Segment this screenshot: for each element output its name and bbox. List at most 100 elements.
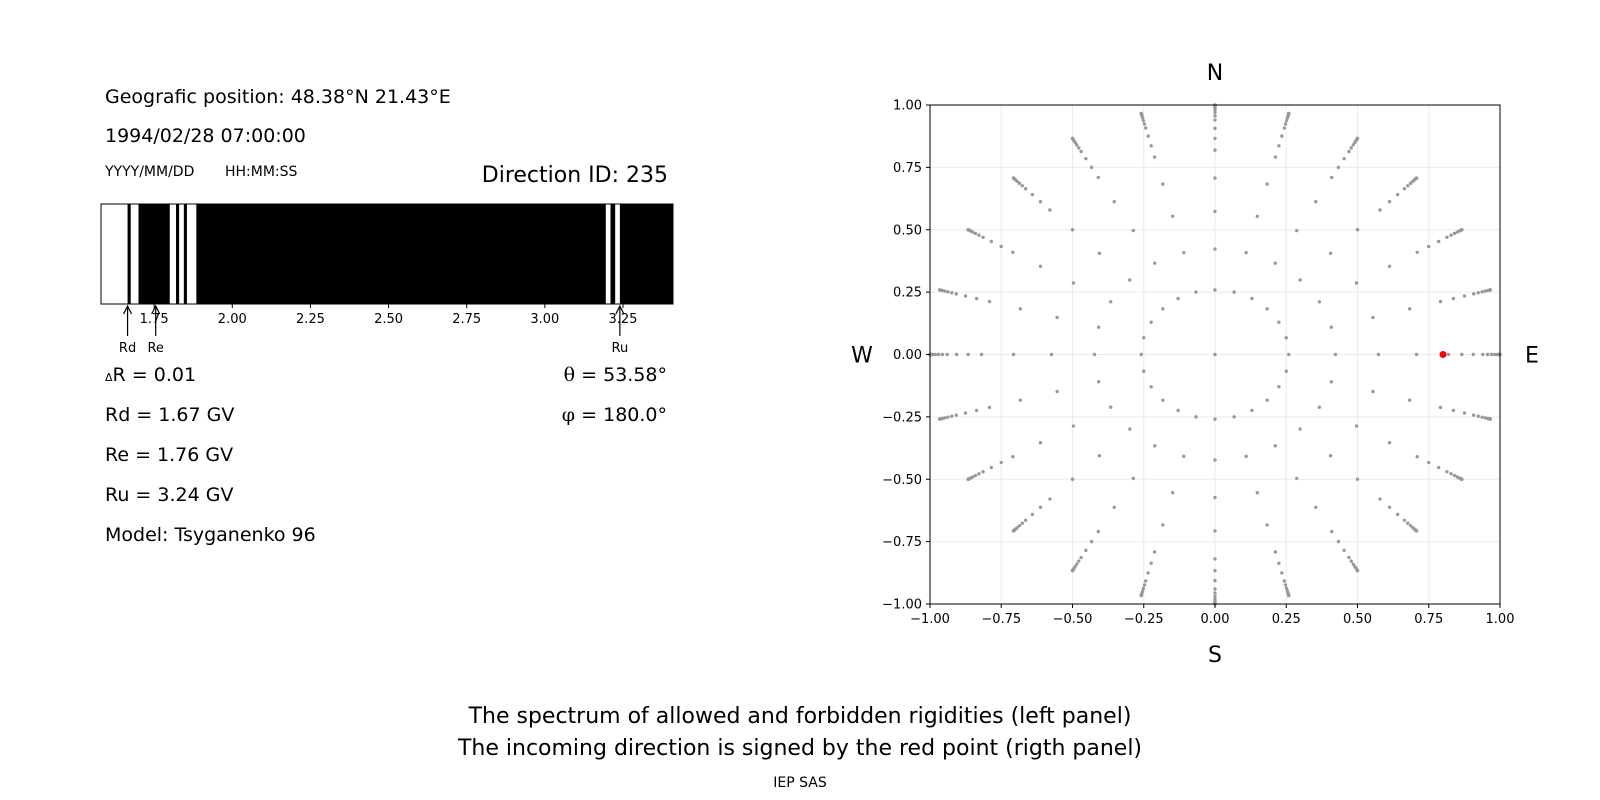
spectrum-allowed-band [179, 204, 184, 304]
map-point [1451, 296, 1456, 301]
map-point [1232, 415, 1236, 419]
rd-value: Rd = 1.67 GV [105, 404, 235, 426]
map-point [1084, 548, 1088, 553]
map-point [1265, 182, 1269, 186]
map-point [1213, 114, 1217, 118]
map-point [1071, 281, 1076, 285]
delta-symbol: Δ [105, 371, 113, 384]
map-point [1131, 476, 1135, 481]
map-point [1471, 413, 1476, 417]
map-point [1355, 568, 1360, 573]
caption-line-1: The spectrum of allowed and forbidden ri… [468, 704, 1132, 729]
map-point [1112, 200, 1116, 204]
map-point [1347, 149, 1351, 154]
map-point [1213, 529, 1217, 533]
map-point [1153, 261, 1157, 265]
map-point [1213, 247, 1217, 251]
model-name: Model: Tsyganenko 96 [105, 524, 316, 546]
map-point [1471, 352, 1475, 357]
spectrum-allowed-band [130, 204, 139, 304]
map-point [1298, 278, 1302, 282]
spectrum-allowed-band [615, 204, 620, 304]
map-point [1415, 454, 1419, 459]
map-point [1139, 111, 1143, 116]
map-point [1139, 352, 1143, 357]
map-point [1079, 149, 1083, 154]
map-point [1213, 495, 1217, 500]
map-point [1449, 472, 1453, 476]
map-point [1336, 539, 1341, 544]
map-point [1351, 143, 1355, 147]
map-point [1349, 146, 1353, 150]
map-point [1018, 307, 1023, 311]
map-point [1451, 408, 1456, 413]
map-point [950, 291, 954, 295]
map-point [1445, 470, 1449, 474]
map-point [954, 413, 959, 417]
delta-r-text: R = 0.01 [112, 364, 197, 386]
map-point [1213, 417, 1217, 421]
map-point [1460, 477, 1464, 481]
map-point [1395, 192, 1400, 197]
map-point [1462, 294, 1467, 298]
map-point [1213, 126, 1217, 131]
map-point [966, 477, 970, 481]
map-y-tick-label: −0.75 [882, 535, 922, 550]
map-point [1089, 539, 1094, 544]
map-point [1488, 288, 1492, 292]
spectrum-tick-label: 1.75 [140, 312, 169, 327]
map-point [1017, 181, 1022, 186]
map-point [1038, 441, 1043, 445]
map-point [1194, 415, 1198, 419]
map-point [938, 417, 942, 421]
map-point [1149, 144, 1153, 148]
map-point [1476, 414, 1480, 418]
map-point [1213, 209, 1217, 214]
map-point [1277, 320, 1281, 324]
map-point [973, 473, 978, 478]
map-point [1096, 175, 1100, 180]
datetime: 1994/02/28 07:00:00 [105, 125, 306, 147]
map-point [1142, 336, 1146, 340]
map-point [1415, 250, 1419, 255]
map-point [1387, 441, 1392, 445]
map-point [1194, 290, 1198, 294]
spectrum-tick-label: 3.25 [609, 312, 638, 327]
phi-value: φ = 180.0° [562, 406, 667, 425]
map-point [1295, 476, 1299, 481]
spectrum-frame [100, 203, 674, 305]
map-point [1018, 398, 1023, 402]
map-point [1017, 523, 1022, 528]
map-x-tick-label: −1.00 [910, 612, 950, 627]
map-point [1471, 292, 1476, 296]
map-highlight-point [1439, 351, 1447, 358]
map-point [1152, 155, 1157, 159]
map-point [1213, 352, 1217, 357]
map-point [1152, 550, 1157, 554]
spectrum-marker-arrowhead [615, 304, 625, 315]
map-point [1250, 408, 1254, 413]
map-point [974, 408, 979, 413]
map-point [1489, 352, 1494, 357]
map-point [1096, 380, 1101, 384]
theta-value: θ = 53.58° [564, 366, 667, 385]
spectrum-allowed-band [101, 204, 128, 304]
map-point [1075, 562, 1079, 566]
spectrum-tick-label: 2.75 [452, 312, 481, 327]
map-point [940, 352, 945, 357]
map-point [1485, 352, 1490, 357]
map-point [1406, 521, 1410, 525]
map-point [1084, 156, 1088, 161]
map-point [1387, 505, 1392, 509]
map-point [1402, 518, 1407, 522]
map-point [1049, 352, 1054, 357]
map-point [1408, 181, 1413, 186]
map-point [1317, 300, 1322, 304]
map-point [1149, 385, 1153, 389]
map-point [977, 472, 981, 476]
map-point [1048, 208, 1052, 212]
map-point [1336, 165, 1341, 170]
map-x-tick-label: −0.75 [981, 612, 1021, 627]
map-point [1284, 336, 1288, 340]
map-point [1387, 264, 1392, 268]
